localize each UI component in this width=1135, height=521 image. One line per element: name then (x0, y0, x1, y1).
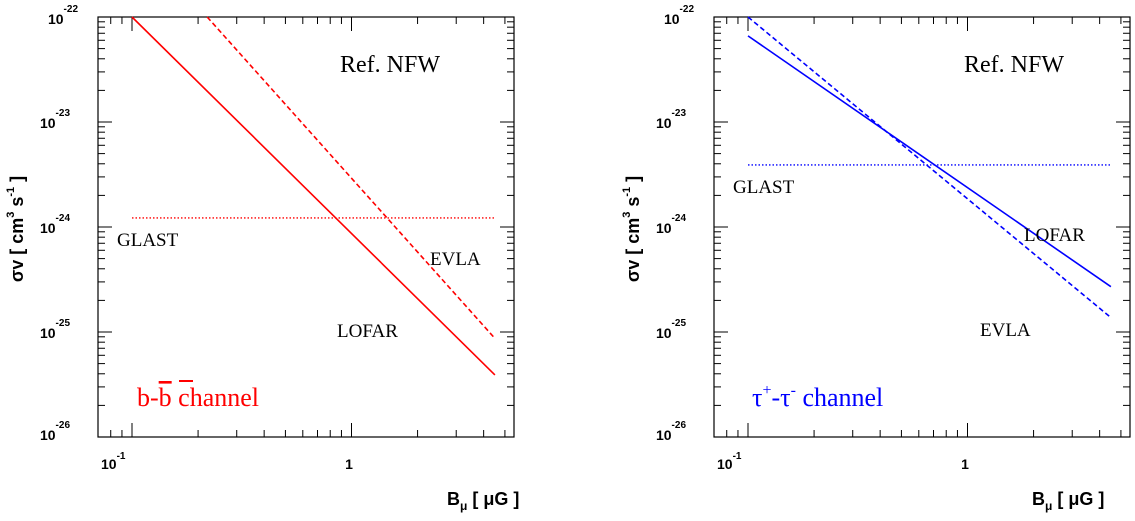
right-ytick-base: 10 (656, 220, 672, 236)
left-ytick-label: 10-26 (40, 420, 70, 443)
right-ytick-label: 10-25 (656, 318, 686, 341)
right-evla-curve (747, 16, 1112, 319)
right-channel-sup1: + (762, 382, 771, 399)
left-ytick-label: 10-22 (48, 4, 78, 27)
left-channel-text1: b- (137, 383, 159, 412)
left-evla-label: EVLA (430, 249, 481, 270)
right-ytick-label: 10-24 (656, 213, 686, 236)
left-glast-label: GLAST (117, 230, 179, 251)
right-xtick-base: 10 (717, 456, 733, 472)
right-xtick-exp: -1 (733, 451, 742, 462)
left-xtick-base: 1 (345, 456, 353, 472)
left-ytick-label: 10-24 (40, 213, 70, 236)
left-plot-frame (97, 16, 515, 438)
right-channel-text2: channel (796, 383, 883, 412)
left-ytick-exp: -22 (64, 4, 79, 15)
left-ytick-exp: -24 (56, 213, 71, 224)
right-glast-label: GLAST (733, 177, 795, 198)
right-panel: 10-22 10-23 10-24 10-25 10-26 10-1 1 σv … (621, 4, 1131, 513)
left-lofar-curve (131, 16, 496, 376)
left-xtick-label: 1 (345, 456, 353, 472)
right-ytick-label: 10-26 (656, 420, 686, 443)
left-ytick-base: 10 (40, 427, 56, 443)
right-xtick-label: 10-1 (717, 451, 742, 472)
left-channel-overbar-b: b (159, 383, 172, 412)
left-ytick-exp: -23 (56, 108, 71, 119)
left-channel-label: b-b channel (137, 383, 259, 412)
left-panel: 10-22 10-23 10-24 10-25 10-26 10-1 1 σv … (5, 4, 519, 513)
left-ytick-base: 10 (40, 325, 56, 341)
right-y-axis-title: σv [ cm3 s-1 ] (621, 176, 643, 282)
right-lofar-label: LOFAR (1024, 225, 1085, 246)
left-xtick-exp: -1 (117, 451, 126, 462)
right-ytick-exp: -23 (672, 108, 687, 119)
right-xtick-label: 1 (961, 456, 969, 472)
left-ytick-exp: -25 (56, 318, 71, 329)
right-ytick-base: 10 (656, 325, 672, 341)
left-ytick-label: 10-23 (40, 108, 70, 131)
left-ytick-label: 10-25 (40, 318, 70, 341)
right-ytick-base: 10 (664, 11, 680, 27)
right-ytick-exp: -25 (672, 318, 687, 329)
right-plot-frame (713, 16, 1131, 438)
right-ytick-exp: -22 (680, 4, 695, 15)
right-channel-tau1: τ (752, 383, 762, 412)
right-ytick-exp: -26 (672, 420, 687, 431)
left-xtick-base: 10 (101, 456, 117, 472)
left-channel-text2: channel (172, 383, 259, 412)
left-ytick-exp: -26 (56, 420, 71, 431)
right-x-axis-title: Bμ [ μG ] (1032, 489, 1104, 513)
right-tick-marks (713, 17, 1130, 438)
left-tick-marks (97, 17, 514, 438)
right-channel-dash: - (771, 383, 780, 412)
left-y-axis-title: σv [ cm3 s-1 ] (5, 176, 27, 282)
left-ref-label: Ref. NFW (340, 52, 440, 78)
right-curves (747, 16, 1112, 319)
right-xtick-base: 1 (961, 456, 969, 472)
right-ytick-base: 10 (656, 427, 672, 443)
left-ytick-base: 10 (40, 115, 56, 131)
right-ytick-label: 10-23 (656, 108, 686, 131)
right-lofar-curve (747, 35, 1112, 288)
right-ytick-base: 10 (656, 115, 672, 131)
left-ytick-base: 10 (40, 220, 56, 236)
right-channel-label: τ+-τ- channel (752, 382, 883, 412)
left-lofar-label: LOFAR (337, 321, 398, 342)
left-xtick-label: 10-1 (101, 451, 126, 472)
right-ytick-exp: -24 (672, 213, 687, 224)
left-ytick-base: 10 (48, 11, 64, 27)
right-channel-sup2: - (791, 382, 796, 399)
right-ref-label: Ref. NFW (964, 52, 1064, 78)
left-x-axis-title: Bμ [ μG ] (447, 489, 519, 513)
left-curves (131, 16, 496, 376)
right-channel-tau2: τ (780, 383, 790, 412)
right-evla-label: EVLA (980, 320, 1031, 341)
right-ytick-label: 10-22 (664, 4, 694, 27)
